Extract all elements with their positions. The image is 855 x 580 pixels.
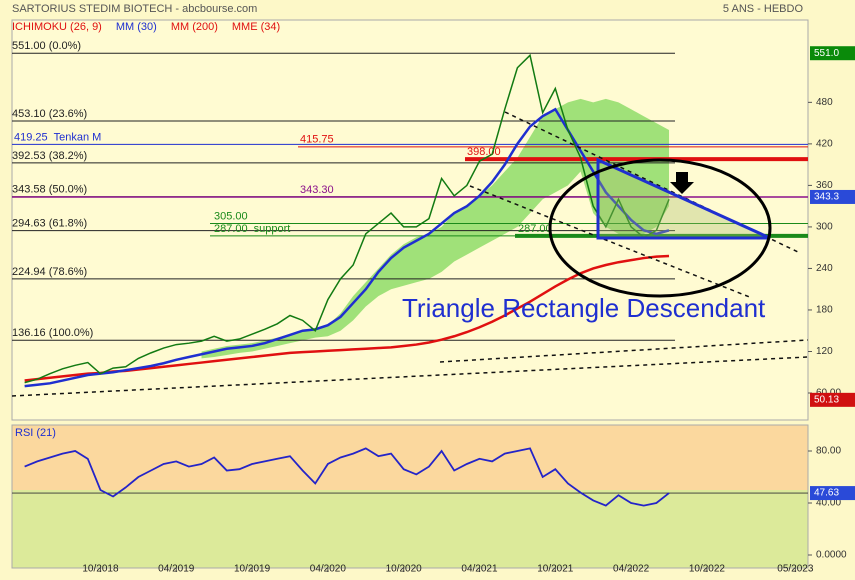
value-box-label: 343.3	[814, 192, 839, 203]
level-label: 453.10 (23.6%)	[12, 108, 87, 120]
main-panel	[11, 19, 809, 421]
x-tick-label: 04/2022	[613, 564, 650, 575]
price-line	[24, 53, 670, 384]
annotation: Triangle Rectangle Descendant	[402, 293, 766, 323]
y-tick-label: 120	[816, 346, 833, 357]
value-box-label: 47.63	[814, 488, 839, 499]
x-tick-label: 10/2019	[234, 564, 271, 575]
chart-title: SARTORIUS STEDIM BIOTECH - abcbourse.com	[12, 3, 257, 15]
line-label: 343.30	[300, 184, 334, 196]
x-tick-label: 10/2018	[82, 564, 119, 575]
y-tick-label: 300	[816, 222, 833, 233]
level-label: 343.58 (50.0%)	[12, 184, 87, 196]
line-name: support	[254, 223, 291, 235]
y-tick-label: 360	[816, 180, 833, 191]
value-box-label: 50.13	[814, 394, 839, 405]
drawings	[11, 111, 809, 397]
line-label: 398.00	[467, 146, 501, 158]
level-label: 551.00 (0.0%)	[12, 40, 81, 52]
x-tick-label: 10/2021	[537, 564, 574, 575]
value-box-label: 551.0	[814, 48, 839, 59]
value-box	[810, 392, 855, 407]
y-tick-label: 40.00	[816, 498, 841, 509]
trend-line	[504, 111, 799, 253]
legend-entry: MME (34)	[232, 21, 280, 33]
level-label: 136.16 (100.0%)	[12, 327, 93, 339]
x-tick-label: 10/2020	[386, 564, 423, 575]
level-label: 294.63 (61.8%)	[12, 218, 87, 230]
trend-line	[11, 356, 809, 397]
line-label: 305.00	[214, 210, 248, 222]
value-box	[810, 486, 855, 501]
legend-entry: MM (30)	[116, 21, 157, 33]
line-name: Tenkan M	[54, 131, 102, 143]
period: 5 ANS - HEBDO	[723, 3, 804, 15]
rsi-upper-zone	[12, 425, 808, 490]
rsi-lower-zone	[12, 490, 808, 568]
level-label: 392.53 (38.2%)	[12, 150, 87, 162]
rsi-line	[24, 447, 670, 507]
y-tick-label: 480	[816, 97, 833, 108]
legend-entry: ICHIMOKU (26, 9)	[12, 21, 102, 33]
x-tick-label: 05/2023	[777, 564, 814, 575]
value-box	[810, 189, 855, 204]
mm30-line	[24, 107, 670, 388]
x-tick-label: 04/2019	[158, 564, 195, 575]
arrow	[670, 172, 694, 194]
line-label: 287.00	[214, 223, 248, 235]
y-tick-label: 180	[816, 305, 833, 316]
y-tick-label: 240	[816, 263, 833, 274]
triangle	[596, 157, 771, 240]
line-label: 415.75	[300, 134, 334, 146]
y-tick-label: 80.00	[816, 446, 841, 457]
y-tick-label: 420	[816, 139, 833, 150]
x-tick-label: 10/2022	[689, 564, 726, 575]
ellipse	[548, 158, 772, 298]
x-tick-label: 04/2020	[310, 564, 347, 575]
line-label: 287.00	[518, 223, 552, 235]
ichimoku-cloud	[201, 98, 670, 359]
x-tick-label: 04/2021	[461, 564, 498, 575]
value-box	[810, 46, 855, 61]
trend-line	[439, 339, 809, 363]
trend-line	[469, 185, 753, 299]
line-label: 419.25	[14, 131, 48, 143]
rsi-panel	[11, 424, 809, 569]
legend-entry: MM (200)	[171, 21, 218, 33]
level-label: 224.94 (78.6%)	[12, 266, 87, 278]
y-tick-label: 0.0000	[816, 550, 847, 561]
rsi-title: RSI (21)	[15, 427, 56, 439]
